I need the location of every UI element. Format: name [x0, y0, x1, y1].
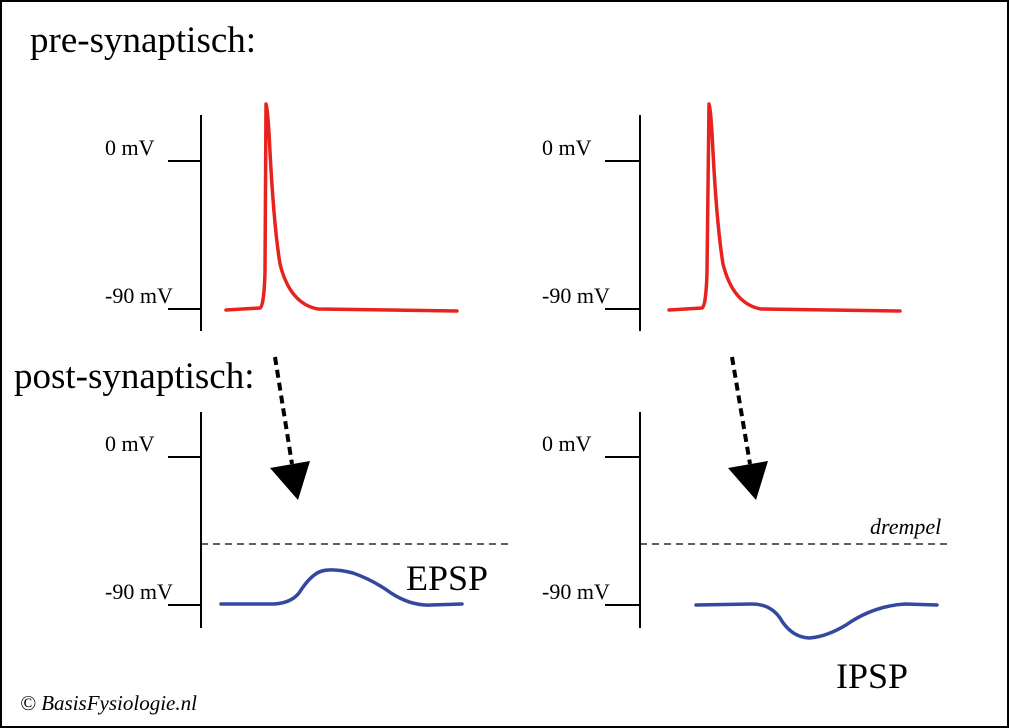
pre-left-axes	[168, 115, 202, 331]
post-left-zero-label: 0 mV	[105, 431, 155, 456]
post-right-zero-label: 0 mV	[542, 431, 592, 456]
epsp-label: EPSP	[406, 558, 489, 598]
threshold-label: drempel	[870, 514, 942, 539]
pre-right-axes	[605, 115, 641, 331]
epsp-curve	[219, 568, 464, 607]
pre-right-rest-label: -90 mV	[542, 283, 610, 308]
post-left-axes	[168, 412, 202, 628]
action-potential-left	[224, 102, 459, 313]
pre-left-rest-label: -90 mV	[105, 283, 173, 308]
pre-right-zero-label: 0 mV	[542, 135, 592, 160]
post-right-axes	[605, 412, 641, 628]
action-potential-right	[667, 102, 902, 313]
pre-left-zero-label: 0 mV	[105, 135, 155, 160]
ipsp-curve	[694, 602, 939, 640]
copyright-text: © BasisFysiologie.nl	[20, 691, 197, 715]
post-right-rest-label: -90 mV	[542, 579, 610, 604]
dotted-arrow-down-icon	[270, 356, 310, 500]
dotted-arrow-down-icon	[728, 356, 768, 500]
ipsp-label: IPSP	[836, 656, 909, 696]
post-left-rest-label: -90 mV	[105, 579, 173, 604]
pre-synaptic-heading: pre-synaptisch:	[30, 20, 257, 61]
post-synaptic-heading: post-synaptisch:	[14, 356, 255, 397]
